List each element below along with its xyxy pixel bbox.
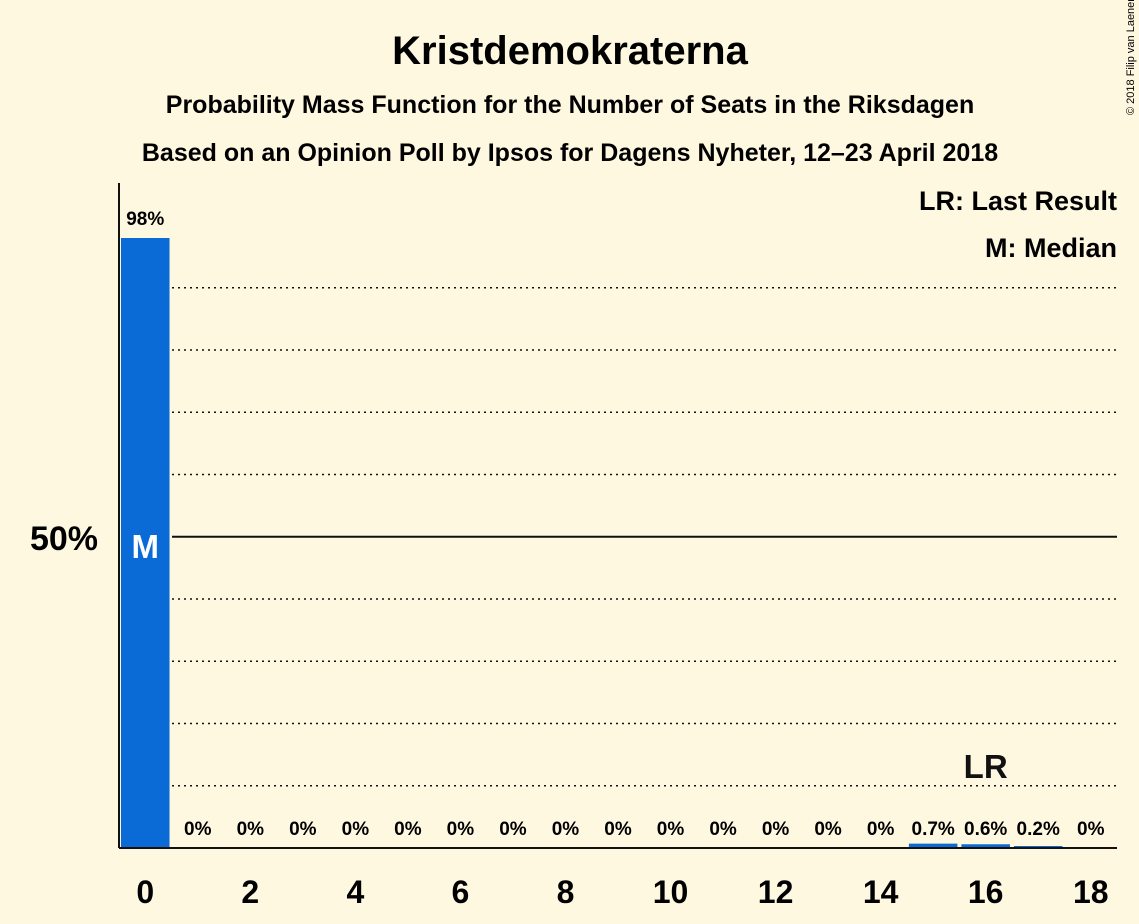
copyright-note: © 2018 Filip van Laenen (1125, 0, 1137, 115)
legend-last-result: LR: Last Result (919, 186, 1117, 216)
data-labels: 98% 0% 0% 0% 0% 0% 0% 0% 0% 0% 0% 0% 0% 0% 0% 0.7% 0.6% 0… (126, 209, 1104, 840)
data-label: 0% (342, 819, 370, 840)
data-label: 0% (657, 819, 685, 840)
data-label: 0% (552, 819, 580, 840)
bar (908, 843, 958, 848)
y-tick-label: 50% (30, 520, 98, 558)
x-tick-label: 0 (136, 874, 154, 910)
data-label: 0% (184, 819, 212, 840)
data-label: 0.7% (912, 819, 955, 840)
chart-subtitle-2: Based on an Opinion Poll by Ipsos for Da… (142, 139, 998, 167)
x-tick-label: 18 (1073, 874, 1109, 910)
data-label: 0.2% (1017, 819, 1060, 840)
x-tick-label: 14 (863, 874, 899, 910)
data-label: 0% (604, 819, 632, 840)
data-label: 98% (126, 209, 164, 230)
gridlines (172, 287, 1117, 787)
last-result-marker: LR (964, 748, 1008, 785)
x-tick-label: 10 (653, 874, 689, 910)
data-label: 0% (709, 819, 737, 840)
x-tick-label: 8 (557, 874, 575, 910)
chart-subtitle: Probability Mass Function for the Number… (166, 91, 974, 119)
x-tick-label: 6 (452, 874, 470, 910)
data-label: 0% (394, 819, 422, 840)
bars (121, 238, 1063, 848)
median-marker: M (132, 528, 160, 565)
data-label: 0% (1077, 819, 1105, 840)
data-label: 0% (237, 819, 265, 840)
x-tick-labels: 0 2 4 6 8 10 12 14 16 18 (136, 874, 1108, 910)
bar (121, 238, 170, 848)
x-tick-label: 2 (241, 874, 259, 910)
data-label: 0% (762, 819, 790, 840)
legend-median: M: Median (985, 233, 1117, 263)
data-label: 0% (867, 819, 895, 840)
data-label: 0% (289, 819, 317, 840)
x-tick-label: 16 (968, 874, 1004, 910)
data-label: 0% (499, 819, 527, 840)
bar (961, 844, 1010, 848)
data-label: 0% (447, 819, 475, 840)
chart-title: Kristdemokraterna (392, 29, 748, 73)
x-tick-label: 4 (346, 874, 364, 910)
data-label: 0% (814, 819, 842, 840)
markers: M LR (132, 528, 1008, 785)
data-label: 0.6% (964, 819, 1007, 840)
x-tick-label: 12 (758, 874, 794, 910)
